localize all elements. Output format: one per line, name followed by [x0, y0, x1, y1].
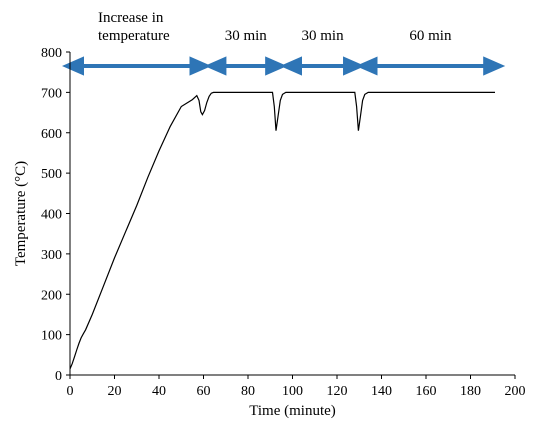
x-axis-ticks: 0 20 40 60 80 100 120 140 160 180 200 — [67, 375, 526, 399]
phase-label: Increase in temperature — [98, 10, 170, 44]
phase-label: 60 min — [409, 28, 452, 44]
x-tick-label: 120 — [327, 384, 348, 399]
y-tick-label: 100 — [41, 329, 62, 344]
y-axis-title: Temperature (°C) — [13, 161, 29, 266]
y-tick-label: 0 — [55, 369, 62, 384]
x-tick-label: 60 — [197, 384, 211, 399]
phase-label: 30 min — [225, 28, 268, 44]
y-tick-label: 300 — [41, 248, 62, 263]
x-tick-label: 180 — [460, 384, 481, 399]
x-tick-label: 80 — [241, 384, 255, 399]
x-tick-label: 100 — [282, 384, 303, 399]
x-tick-label: 0 — [67, 384, 74, 399]
x-tick-label: 20 — [108, 384, 122, 399]
y-tick-label: 600 — [41, 127, 62, 142]
y-axis-ticks: 0 100 200 300 400 500 600 700 800 — [41, 46, 70, 384]
x-axis-title: Time (minute) — [249, 403, 336, 419]
y-tick-label: 400 — [41, 208, 62, 223]
phase-label: 30 min — [301, 28, 344, 44]
plot-area: 0 20 40 60 80 100 120 140 160 180 200 0 100 200 300 40… — [41, 46, 526, 399]
y-tick-label: 800 — [41, 46, 62, 61]
phase-annotations: Increase in temperature 30 min 30 min 60 min — [62, 10, 506, 76]
x-tick-label: 160 — [416, 384, 437, 399]
temperature-series-line — [69, 91, 495, 370]
y-tick-label: 700 — [41, 86, 62, 101]
y-tick-label: 500 — [41, 167, 62, 182]
x-tick-label: 140 — [371, 384, 392, 399]
y-tick-label: 200 — [41, 288, 62, 303]
x-tick-label: 40 — [152, 384, 166, 399]
x-tick-label: 200 — [505, 384, 526, 399]
